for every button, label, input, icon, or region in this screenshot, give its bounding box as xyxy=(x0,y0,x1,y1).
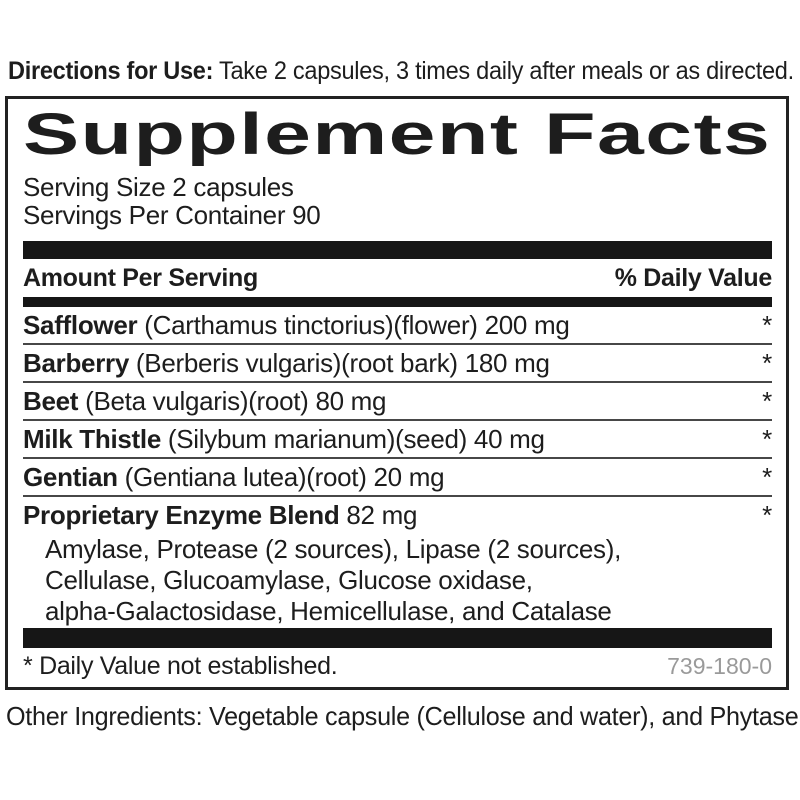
ingredient-name: Safflower xyxy=(23,310,138,340)
amount-per-serving-header: Amount Per Serving xyxy=(23,264,258,292)
proprietary-blend-section: Proprietary Enzyme Blend 82 mg * Amylase… xyxy=(23,497,772,627)
serving-size: Serving Size 2 capsules xyxy=(23,172,294,202)
ingredient-name: Milk Thistle xyxy=(23,424,161,454)
serving-info: Serving Size 2 capsules Servings Per Con… xyxy=(23,173,772,229)
directions-line: Directions for Use: Take 2 capsules, 3 t… xyxy=(8,56,794,86)
daily-value-header: % Daily Value xyxy=(614,264,773,292)
footer-row: * Daily Value not established. 739-180-0 xyxy=(23,648,772,687)
column-header-row: Amount Per Serving % Daily Value xyxy=(23,259,772,297)
directions-body: Take 2 capsules, 3 times daily after mea… xyxy=(213,57,794,85)
ingredient-text: Barberry (Berberis vulgaris)(root bark) … xyxy=(23,349,746,381)
ingredient-detail: (Silybum marianum)(seed) 40 mg xyxy=(160,424,545,454)
blend-line: Amylase, Protease (2 sources), Lipase (2… xyxy=(45,534,622,564)
table-row: Gentian (Gentiana lutea)(root) 20 mg * xyxy=(23,459,772,497)
ingredient-name: Beet xyxy=(23,386,79,416)
ingredient-text: Beet (Beta vulgaris)(root) 80 mg xyxy=(23,387,746,419)
daily-value-asterisk: * xyxy=(762,462,772,492)
ingredient-detail: (Carthamus tinctorius)(flower) 200 mg xyxy=(137,310,570,340)
divider-bar-thick-bottom xyxy=(23,628,772,648)
supplement-facts-panel: Supplement Facts Serving Size 2 capsules… xyxy=(5,96,789,690)
product-code: 739-180-0 xyxy=(667,653,772,679)
ingredient-detail: (Gentiana lutea)(root) 20 mg xyxy=(117,462,445,492)
daily-value-asterisk: * xyxy=(762,500,772,530)
other-ingredients-text: Other Ingredients: Vegetable capsule (Ce… xyxy=(6,700,799,732)
daily-value-asterisk: * xyxy=(762,348,772,378)
daily-value-asterisk: * xyxy=(762,424,772,454)
divider-bar-medium xyxy=(23,297,772,307)
other-ingredients-label: Other Ingredients: xyxy=(6,701,203,731)
blend-main-row: Proprietary Enzyme Blend 82 mg * xyxy=(23,501,772,529)
ingredient-name: Barberry xyxy=(23,348,129,378)
ingredient-text: Milk Thistle (Silybum marianum)(seed) 40… xyxy=(23,425,746,457)
blend-line: Cellulase, Glucoamylase, Glucose oxidase… xyxy=(45,565,533,595)
daily-value-footnote: * Daily Value not established. xyxy=(23,652,338,680)
servings-per-container: Servings Per Container 90 xyxy=(23,200,321,230)
daily-value-asterisk: * xyxy=(762,310,772,340)
ingredient-detail: (Beta vulgaris)(root) 80 mg xyxy=(78,386,387,416)
blend-components: Amylase, Protease (2 sources), Lipase (2… xyxy=(23,534,772,627)
daily-value-asterisk: * xyxy=(762,386,772,416)
panel-title-wrap: Supplement Facts xyxy=(23,102,772,167)
divider-bar-thick-top xyxy=(23,241,772,259)
blend-name: Proprietary Enzyme Blend xyxy=(23,500,340,530)
blend-detail: 82 mg xyxy=(339,500,418,530)
other-ingredients-line: Other Ingredients: Vegetable capsule (Ce… xyxy=(6,700,799,732)
panel-title: Supplement Facts xyxy=(23,102,772,167)
table-row: Beet (Beta vulgaris)(root) 80 mg * xyxy=(23,383,772,421)
directions-text: Directions for Use: Take 2 capsules, 3 t… xyxy=(8,56,794,86)
blend-line: alpha-Galactosidase, Hemicellulase, and … xyxy=(45,596,612,626)
other-ingredients-body: Vegetable capsule (Cellulose and water),… xyxy=(202,701,799,731)
ingredient-detail: (Berberis vulgaris)(root bark) 180 mg xyxy=(129,348,550,378)
table-row: Barberry (Berberis vulgaris)(root bark) … xyxy=(23,345,772,383)
directions-label: Directions for Use: xyxy=(8,57,214,85)
table-row: Safflower (Carthamus tinctorius)(flower)… xyxy=(23,307,772,345)
blend-text: Proprietary Enzyme Blend 82 mg xyxy=(23,501,746,529)
ingredient-text: Gentian (Gentiana lutea)(root) 20 mg xyxy=(23,463,746,495)
ingredient-name: Gentian xyxy=(23,462,118,492)
table-row: Milk Thistle (Silybum marianum)(seed) 40… xyxy=(23,421,772,459)
ingredient-text: Safflower (Carthamus tinctorius)(flower)… xyxy=(23,311,746,343)
panel-bottom: * Daily Value not established. 739-180-0 xyxy=(23,628,772,687)
